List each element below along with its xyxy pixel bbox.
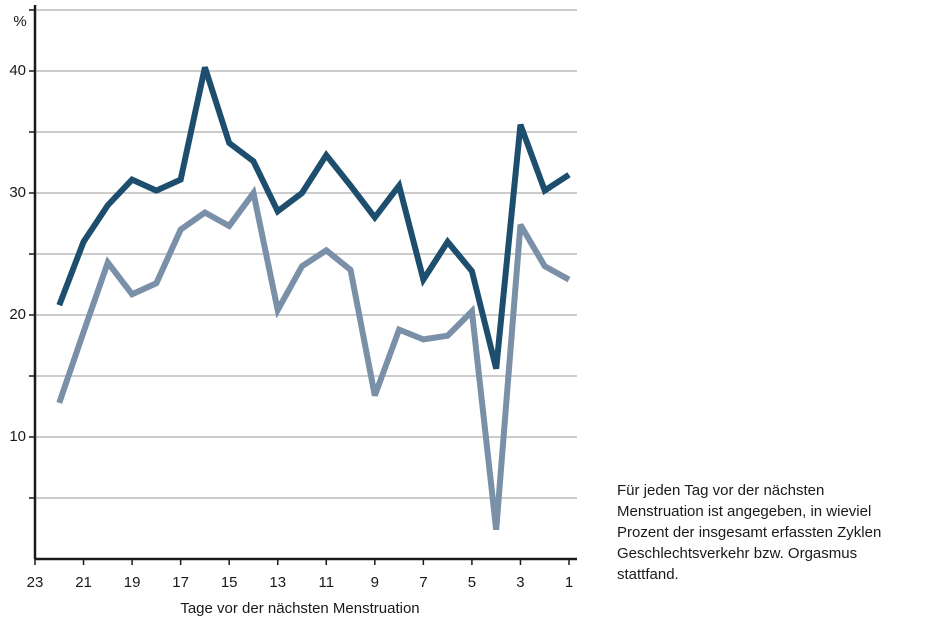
- chart: % Tage vor der nächsten Menstruation 10 2…: [9, 5, 577, 617]
- annotation-line: Prozent der insgesamt erfassten Zyklen: [617, 524, 882, 541]
- x-tick-label: 3: [516, 574, 524, 591]
- x-tick-label: 11: [318, 574, 334, 591]
- x-tick-label: 19: [124, 574, 141, 591]
- y-tick-label: 30: [9, 184, 26, 201]
- y-tick-label: 40: [9, 62, 26, 79]
- x-tick-label: 13: [269, 574, 286, 591]
- series-line: [56, 185, 571, 531]
- y-tick-label: 10: [9, 428, 26, 445]
- x-tick-label: 5: [468, 574, 476, 591]
- x-axis-label: Tage vor der nächsten Menstruation: [180, 600, 419, 617]
- annotation-line: Geschlechtsverkehr bzw. Orgasmus: [617, 545, 858, 562]
- series-line: [56, 66, 571, 370]
- x-tick-label: 15: [221, 574, 238, 591]
- annotation-line: Für jeden Tag vor der nächsten: [617, 482, 825, 499]
- x-tick-label: 21: [75, 574, 92, 591]
- annotation: Für jeden Tag vor der nächsten Menstruati…: [617, 480, 881, 585]
- y-tick-label: 20: [9, 306, 26, 323]
- y-unit: %: [13, 13, 26, 30]
- annotation-line: stattfand.: [617, 566, 679, 583]
- x-tick-label: 1: [565, 574, 573, 591]
- x-tick-label: 9: [371, 574, 379, 591]
- x-tick-label: 23: [27, 574, 44, 591]
- x-tick-label: 17: [172, 574, 189, 591]
- x-tick-label: 7: [419, 574, 427, 591]
- annotation-line: Menstruation ist angegeben, in wieviel: [617, 503, 872, 520]
